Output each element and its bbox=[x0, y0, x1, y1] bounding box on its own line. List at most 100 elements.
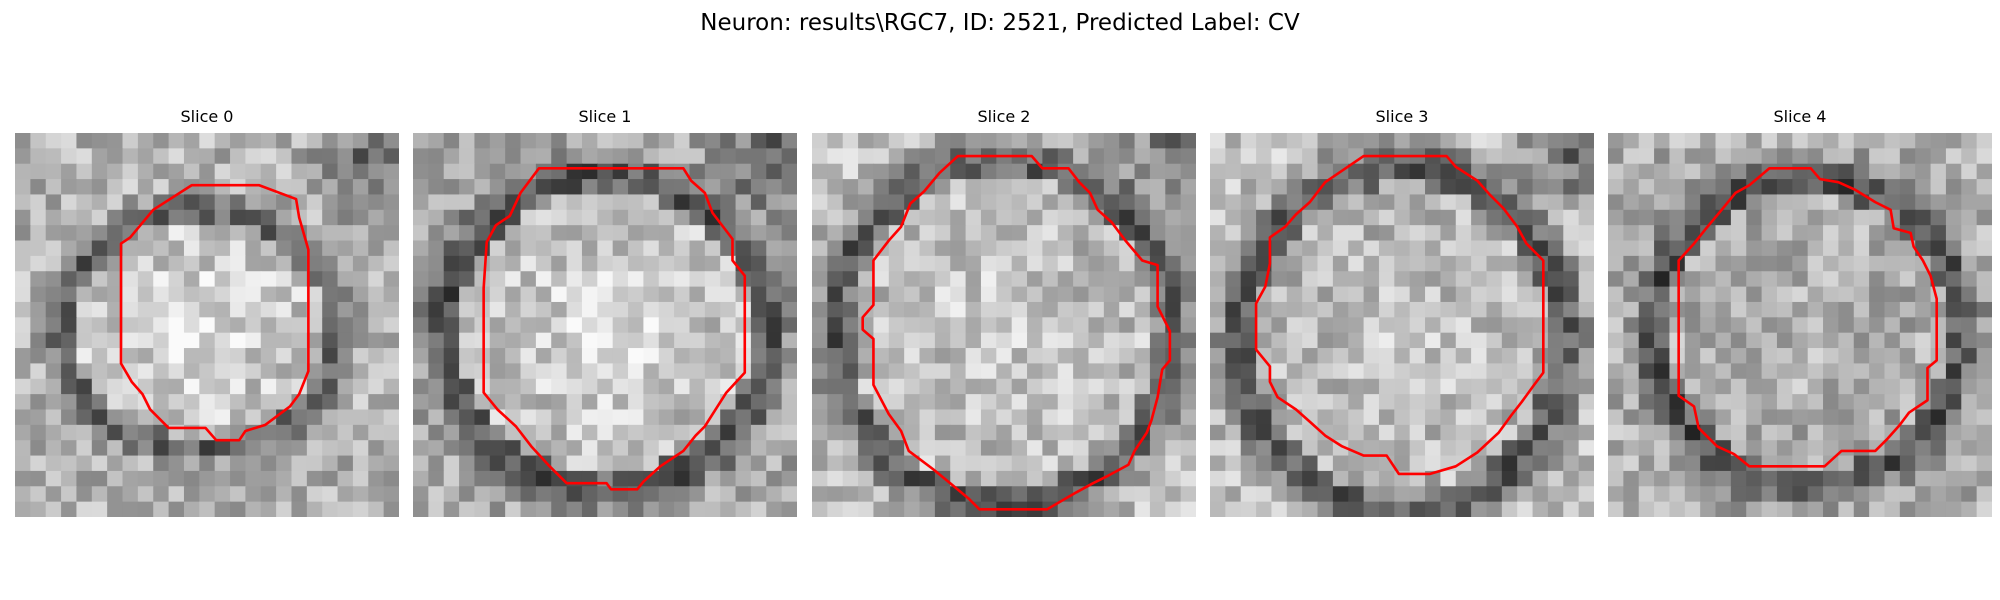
image-pixel bbox=[1700, 455, 1717, 472]
image-pixel bbox=[168, 240, 185, 257]
image-pixel bbox=[1517, 179, 1534, 196]
image-pixel bbox=[643, 286, 660, 303]
image-pixel bbox=[489, 363, 506, 380]
image-pixel bbox=[873, 133, 890, 149]
image-pixel bbox=[919, 317, 936, 334]
image-pixel bbox=[1823, 255, 1840, 272]
image-pixel bbox=[15, 501, 31, 517]
image-pixel bbox=[1884, 133, 1901, 149]
image-pixel bbox=[1807, 348, 1824, 365]
image-pixel bbox=[1761, 470, 1778, 487]
image-pixel bbox=[1348, 501, 1365, 517]
image-pixel bbox=[1210, 286, 1226, 303]
image-pixel bbox=[904, 255, 921, 272]
image-pixel bbox=[766, 394, 783, 411]
image-pixel bbox=[1746, 163, 1763, 180]
image-pixel bbox=[1409, 240, 1426, 257]
image-pixel bbox=[812, 163, 828, 180]
image-pixel bbox=[1578, 363, 1594, 380]
image-pixel bbox=[1547, 348, 1564, 365]
image-pixel bbox=[428, 394, 445, 411]
image-pixel bbox=[1638, 317, 1655, 334]
image-pixel bbox=[1425, 363, 1442, 380]
image-pixel bbox=[1823, 409, 1840, 426]
image-pixel bbox=[489, 301, 506, 318]
image-pixel bbox=[459, 301, 476, 318]
image-pixel bbox=[1486, 163, 1503, 180]
image-pixel bbox=[842, 179, 859, 196]
image-pixel bbox=[597, 148, 614, 165]
image-pixel bbox=[1945, 133, 1962, 149]
image-pixel bbox=[1425, 225, 1442, 242]
image-pixel bbox=[1899, 240, 1916, 257]
image-pixel bbox=[137, 363, 154, 380]
image-pixel bbox=[612, 424, 629, 441]
image-pixel bbox=[91, 225, 108, 242]
image-pixel bbox=[1486, 286, 1503, 303]
image-pixel bbox=[1853, 394, 1870, 411]
image-pixel bbox=[1853, 348, 1870, 365]
image-pixel bbox=[1746, 378, 1763, 395]
image-pixel bbox=[1073, 409, 1090, 426]
image-pixel bbox=[1654, 179, 1671, 196]
image-pixel bbox=[520, 240, 537, 257]
image-pixel bbox=[674, 440, 691, 457]
image-pixel bbox=[750, 378, 767, 395]
image-pixel bbox=[612, 455, 629, 472]
image-pixel bbox=[1807, 440, 1824, 457]
image-pixel bbox=[842, 194, 859, 211]
image-pixel bbox=[291, 133, 308, 149]
image-pixel bbox=[1394, 240, 1411, 257]
image-pixel bbox=[153, 348, 170, 365]
image-pixel bbox=[1210, 440, 1226, 457]
image-pixel bbox=[322, 133, 339, 149]
image-pixel bbox=[781, 133, 797, 149]
image-pixel bbox=[873, 440, 890, 457]
image-pixel bbox=[1761, 209, 1778, 226]
image-pixel bbox=[91, 424, 108, 441]
image-pixel bbox=[30, 286, 47, 303]
image-pixel bbox=[551, 332, 568, 349]
image-pixel bbox=[76, 209, 93, 226]
image-pixel bbox=[459, 501, 476, 517]
image-pixel bbox=[1286, 271, 1303, 288]
image-pixel bbox=[520, 486, 537, 503]
image-pixel bbox=[1823, 363, 1840, 380]
image-pixel bbox=[137, 225, 154, 242]
image-pixel bbox=[934, 286, 951, 303]
image-pixel bbox=[1011, 363, 1028, 380]
image-pixel bbox=[1455, 240, 1472, 257]
image-pixel bbox=[1746, 470, 1763, 487]
image-pixel bbox=[368, 455, 385, 472]
image-pixel bbox=[1409, 179, 1426, 196]
image-pixel bbox=[535, 332, 552, 349]
image-pixel bbox=[720, 440, 737, 457]
image-pixel bbox=[306, 148, 323, 165]
image-pixel bbox=[1532, 409, 1549, 426]
image-pixel bbox=[1455, 394, 1472, 411]
image-pixel bbox=[1440, 271, 1457, 288]
image-pixel bbox=[474, 271, 491, 288]
image-pixel bbox=[1700, 194, 1717, 211]
image-pixel bbox=[1332, 394, 1349, 411]
image-pixel bbox=[137, 455, 154, 472]
image-pixel bbox=[489, 332, 506, 349]
image-pixel bbox=[1286, 255, 1303, 272]
image-pixel bbox=[1057, 209, 1074, 226]
image-pixel bbox=[1746, 332, 1763, 349]
image-pixel bbox=[750, 317, 767, 334]
image-pixel bbox=[489, 255, 506, 272]
image-pixel bbox=[1623, 240, 1640, 257]
image-pixel bbox=[428, 363, 445, 380]
image-pixel bbox=[368, 240, 385, 257]
image-pixel bbox=[1042, 240, 1059, 257]
image-pixel bbox=[1761, 440, 1778, 457]
image-pixel bbox=[1486, 501, 1503, 517]
image-pixel bbox=[91, 194, 108, 211]
image-pixel bbox=[1486, 409, 1503, 426]
image-pixel bbox=[489, 286, 506, 303]
image-pixel bbox=[950, 440, 967, 457]
image-pixel bbox=[720, 501, 737, 517]
image-pixel bbox=[965, 271, 982, 288]
image-pixel bbox=[1027, 348, 1044, 365]
